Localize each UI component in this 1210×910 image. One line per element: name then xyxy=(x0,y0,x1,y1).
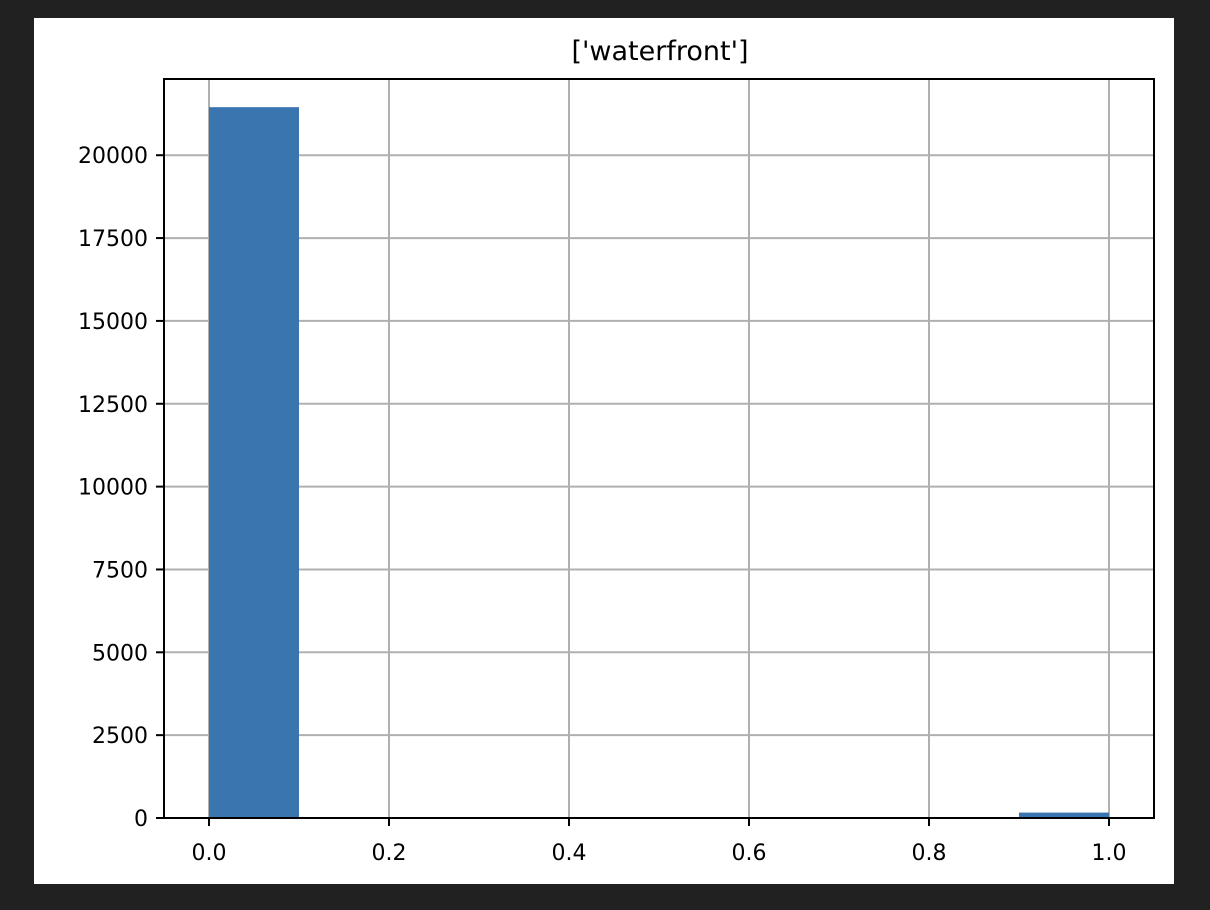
chart-figure: ['waterfront'] 0.0 0.2 0.4 0.6 0.8 1.0 0 2500 5… xyxy=(34,18,1174,884)
x-tick-label: 0.4 xyxy=(552,841,587,866)
y-tick-label: 20000 xyxy=(78,144,148,169)
plot-frame xyxy=(163,78,1155,819)
y-tick-label: 15000 xyxy=(78,310,148,335)
y-tick-label: 7500 xyxy=(92,558,148,583)
y-tick-label: 12500 xyxy=(78,393,148,418)
chart-title: ['waterfront'] xyxy=(571,36,748,67)
y-axis-ticks: 0 2500 5000 7500 10000 12500 15000 17500 20000 xyxy=(78,144,164,832)
x-tick-label: 0.8 xyxy=(912,841,947,866)
histogram-bar xyxy=(1019,812,1109,818)
x-tick-label: 0.0 xyxy=(192,841,227,866)
x-tick-label: 1.0 xyxy=(1092,841,1127,866)
y-tick-label: 0 xyxy=(134,807,148,832)
y-tick-label: 17500 xyxy=(78,227,148,252)
y-tick-label: 2500 xyxy=(92,724,148,749)
histogram-bar xyxy=(209,107,299,819)
x-axis-ticks: 0.0 0.2 0.4 0.6 0.8 1.0 xyxy=(192,818,1127,866)
y-tick-label: 5000 xyxy=(92,641,148,666)
grid-lines xyxy=(164,79,1154,819)
x-tick-label: 0.2 xyxy=(372,841,407,866)
histogram-bars xyxy=(209,107,1109,819)
y-tick-label: 10000 xyxy=(78,476,148,501)
x-tick-label: 0.6 xyxy=(732,841,767,866)
histogram-chart: ['waterfront'] 0.0 0.2 0.4 0.6 0.8 1.0 0 2500 5… xyxy=(78,36,1155,866)
